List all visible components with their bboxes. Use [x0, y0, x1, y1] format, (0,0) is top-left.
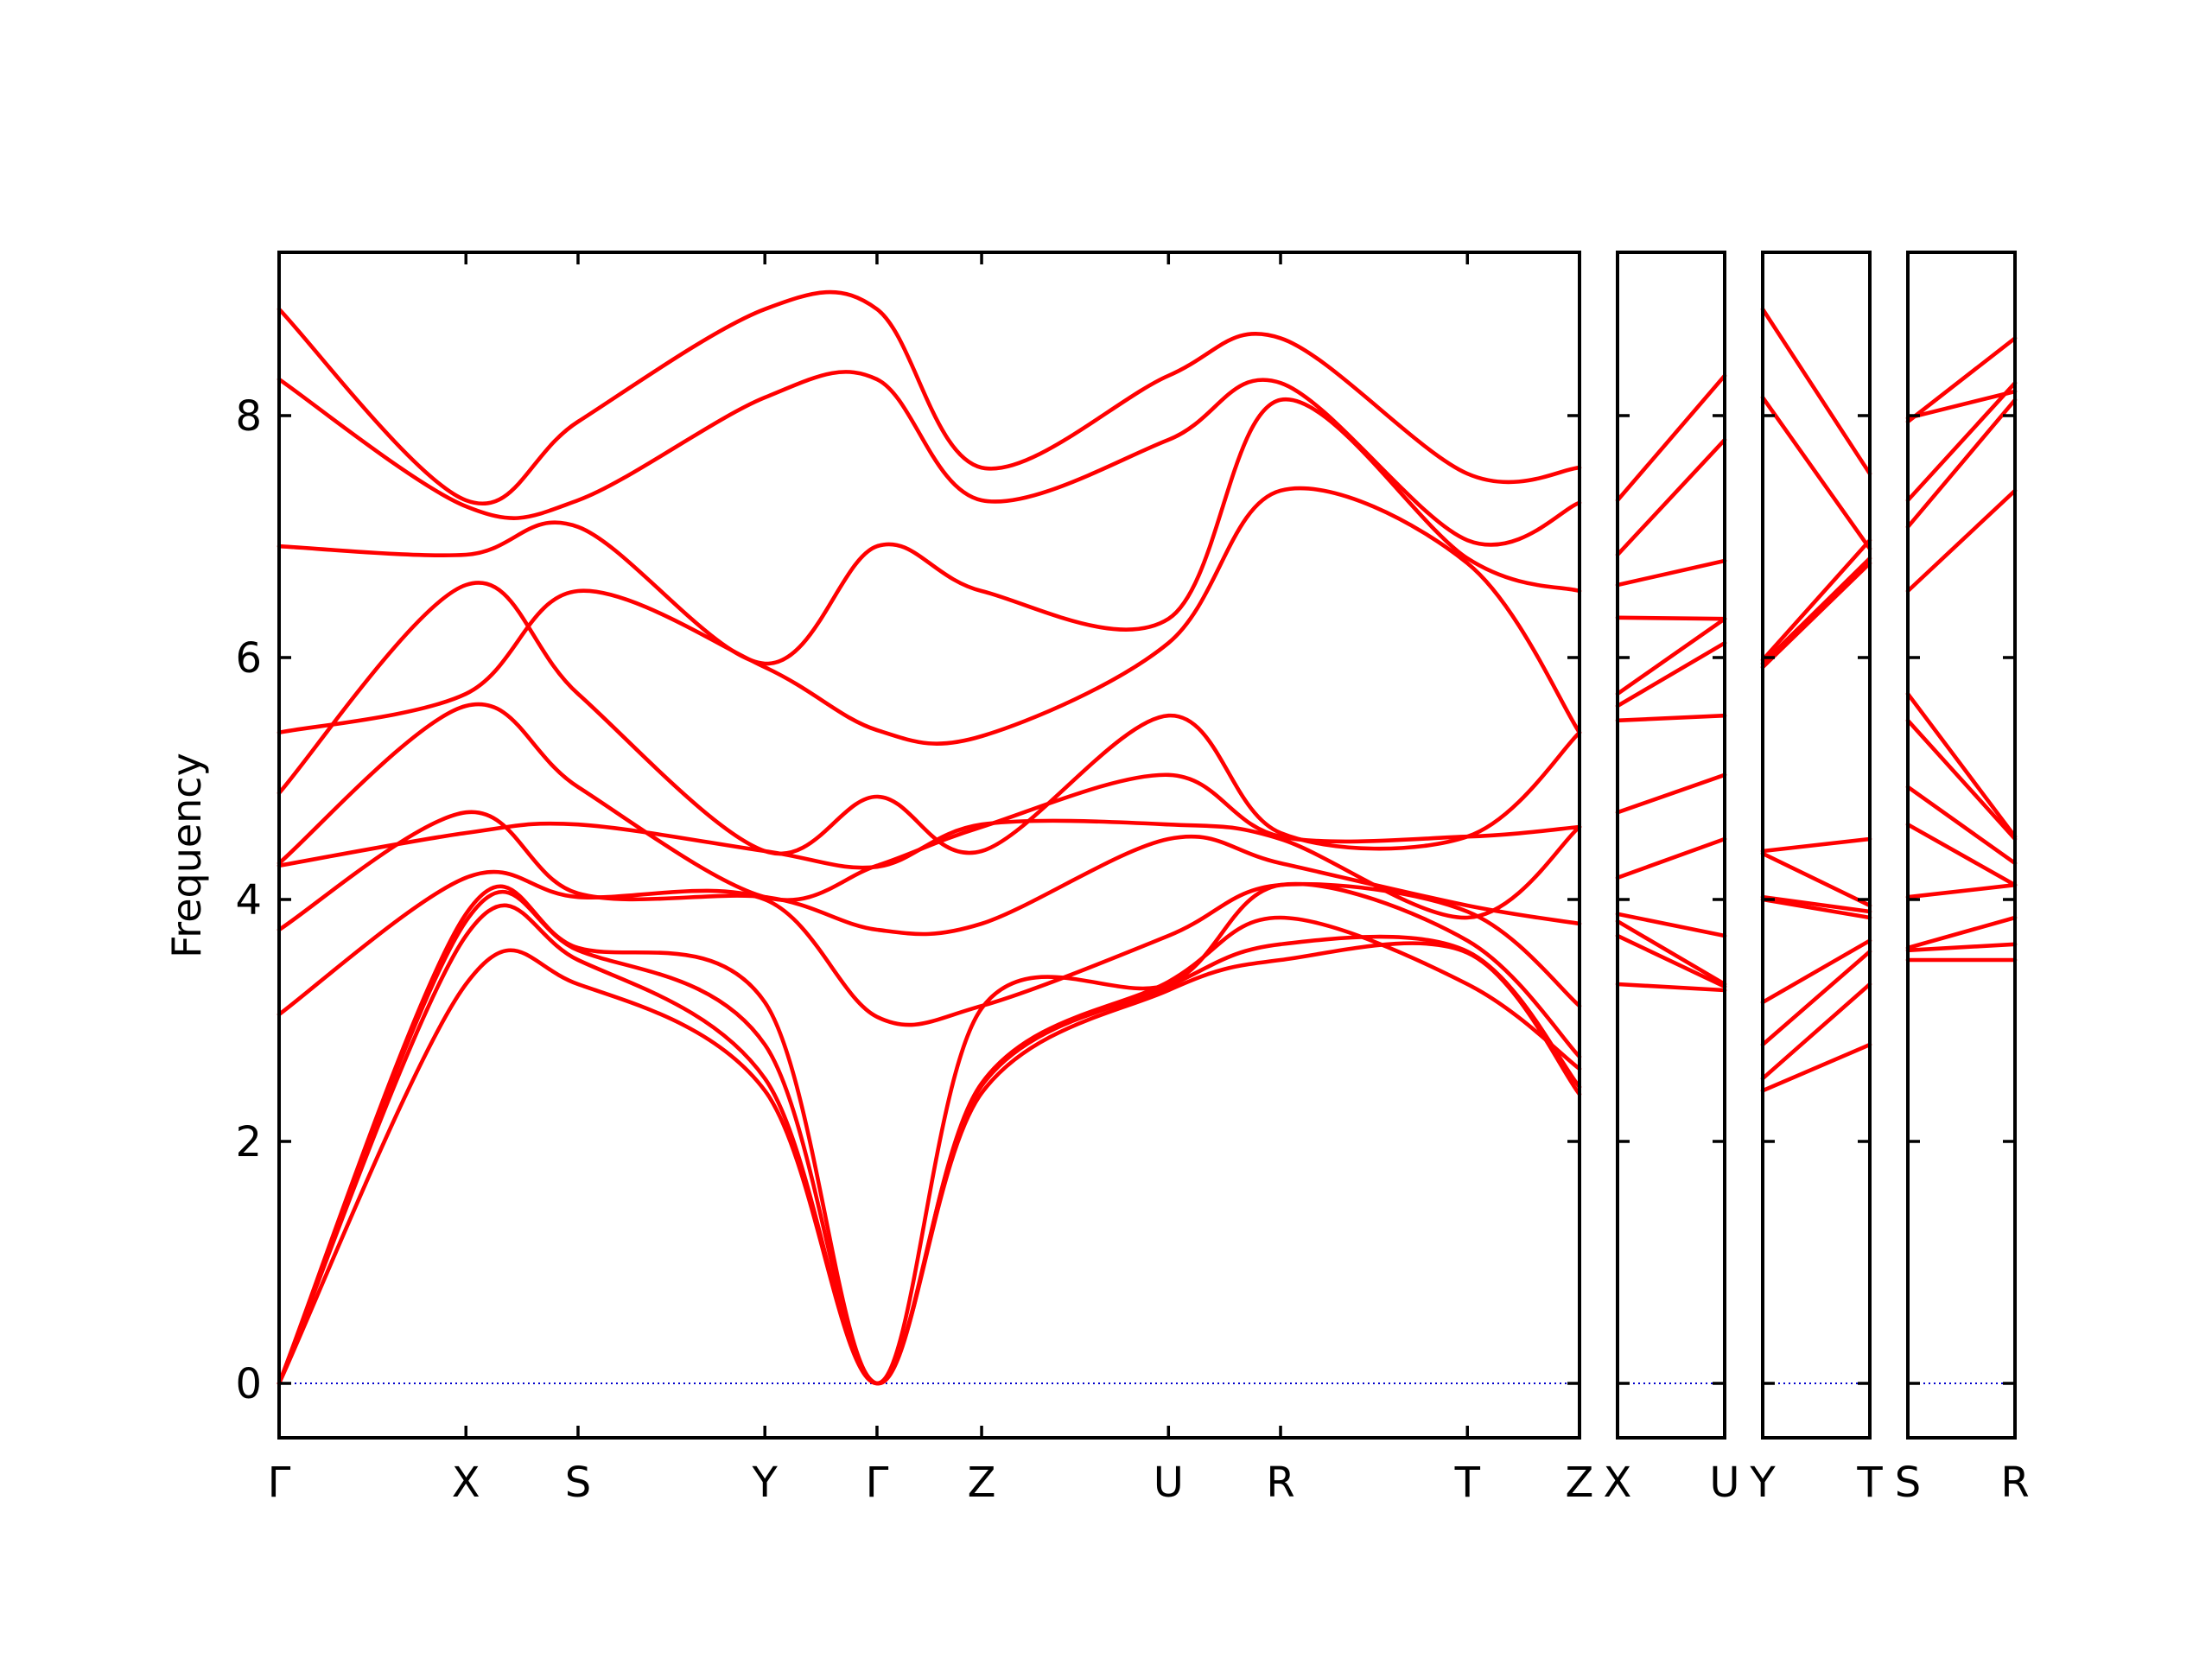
phonon-band-12: [1905, 389, 2018, 421]
phonon-band-7: [276, 702, 1582, 903]
phonon-band-9: [1760, 556, 1872, 666]
phonon-band-12: [276, 289, 1582, 506]
phonon-band-10: [1760, 537, 1872, 663]
phonon-band-11: [1760, 395, 1872, 551]
phonon-band-1: [1905, 942, 2018, 953]
phonon-band-5: [276, 810, 1582, 937]
x-tick-label: U: [1154, 1459, 1184, 1507]
x-tick-label: R: [1266, 1459, 1294, 1507]
phonon-band-9: [276, 486, 1582, 746]
phonon-band-11: [276, 370, 1582, 547]
panel-frame: [1761, 251, 1872, 1440]
phonon-band-7: [1615, 640, 1727, 709]
x-tick-label: S: [565, 1459, 591, 1507]
phonon-band-5: [1905, 785, 2018, 866]
x-tick-label: X: [1604, 1459, 1632, 1507]
phonon-band-2: [276, 889, 1582, 1386]
phonon-band-0: [1760, 1042, 1872, 1093]
y-tick-label: 0: [235, 1360, 262, 1408]
phonon-band-2: [1760, 949, 1872, 1047]
x-tick-label: X: [452, 1459, 480, 1507]
phonon-band-8: [1760, 561, 1872, 670]
panel-frame: [1906, 251, 2017, 1440]
phonon-band-12: [1615, 373, 1727, 503]
phonon-band-4: [1760, 897, 1872, 920]
x-tick-label: U: [1709, 1459, 1739, 1507]
y-tick-label: 8: [235, 392, 262, 441]
phonon-band-4: [1905, 822, 2018, 887]
panel-frame: [1616, 251, 1726, 1440]
phonon-band-3: [1760, 938, 1872, 1005]
x-tick-label: S: [1895, 1459, 1921, 1507]
phonon-band-3: [1905, 882, 2018, 899]
phonon-band-1: [1760, 982, 1872, 1081]
x-tick-label: Y: [752, 1459, 779, 1507]
phonon-band-4: [1615, 836, 1727, 880]
x-tick-label: Z: [1566, 1459, 1594, 1507]
phonon-band-1: [276, 903, 1582, 1386]
phonon-band-4: [276, 869, 1582, 1027]
y-tick-label: 2: [235, 1118, 262, 1166]
phonon-band-6: [1760, 851, 1872, 908]
x-tick-label: T: [1856, 1459, 1883, 1507]
phonon-band-9: [1615, 615, 1727, 621]
phonon-band-7: [1760, 836, 1872, 854]
x-tick-label: T: [1454, 1459, 1481, 1507]
phonon-band-0: [1615, 982, 1727, 993]
phonon-band-8: [276, 581, 1582, 856]
phonon-band-6: [1615, 713, 1727, 723]
phonon-band-11: [1905, 336, 2018, 424]
phonon-band-8: [1615, 616, 1727, 696]
x-tick-label: Γ: [866, 1459, 889, 1507]
phonon-band-2: [1905, 915, 2018, 950]
x-tick-label: R: [2000, 1459, 2029, 1507]
phonon-band-3: [276, 881, 1582, 1386]
phonon-band-12: [1760, 307, 1872, 476]
phonon-band-9: [1905, 397, 2018, 530]
x-tick-label: Z: [968, 1459, 996, 1507]
panel-frame: [277, 251, 1581, 1440]
phonon-band-10: [1615, 558, 1727, 588]
phonon-band-5: [1760, 894, 1872, 914]
y-tick-label: 4: [235, 876, 262, 925]
phonon-band-0: [276, 941, 1582, 1386]
phonon-band-11: [1615, 437, 1727, 557]
phonon-band-3: [1615, 912, 1727, 938]
phonon-band-10: [1905, 380, 2018, 503]
y-tick-label: 6: [235, 634, 262, 683]
phonon-band-10: [276, 397, 1582, 666]
phonon-band-8: [1905, 488, 2018, 594]
x-tick-label: Y: [1749, 1459, 1776, 1507]
y-axis: 0 2 4 6 8: [235, 392, 262, 1408]
phonon-band-7: [1905, 691, 2018, 839]
phonon-band-5: [1615, 772, 1727, 815]
y-axis-label: Frequency: [163, 753, 210, 958]
phonon-band-1: [1615, 933, 1727, 989]
phonon-band-2: [1615, 918, 1727, 987]
x-tick-label: Γ: [268, 1459, 291, 1507]
phonon-band-6: [1905, 718, 2018, 842]
